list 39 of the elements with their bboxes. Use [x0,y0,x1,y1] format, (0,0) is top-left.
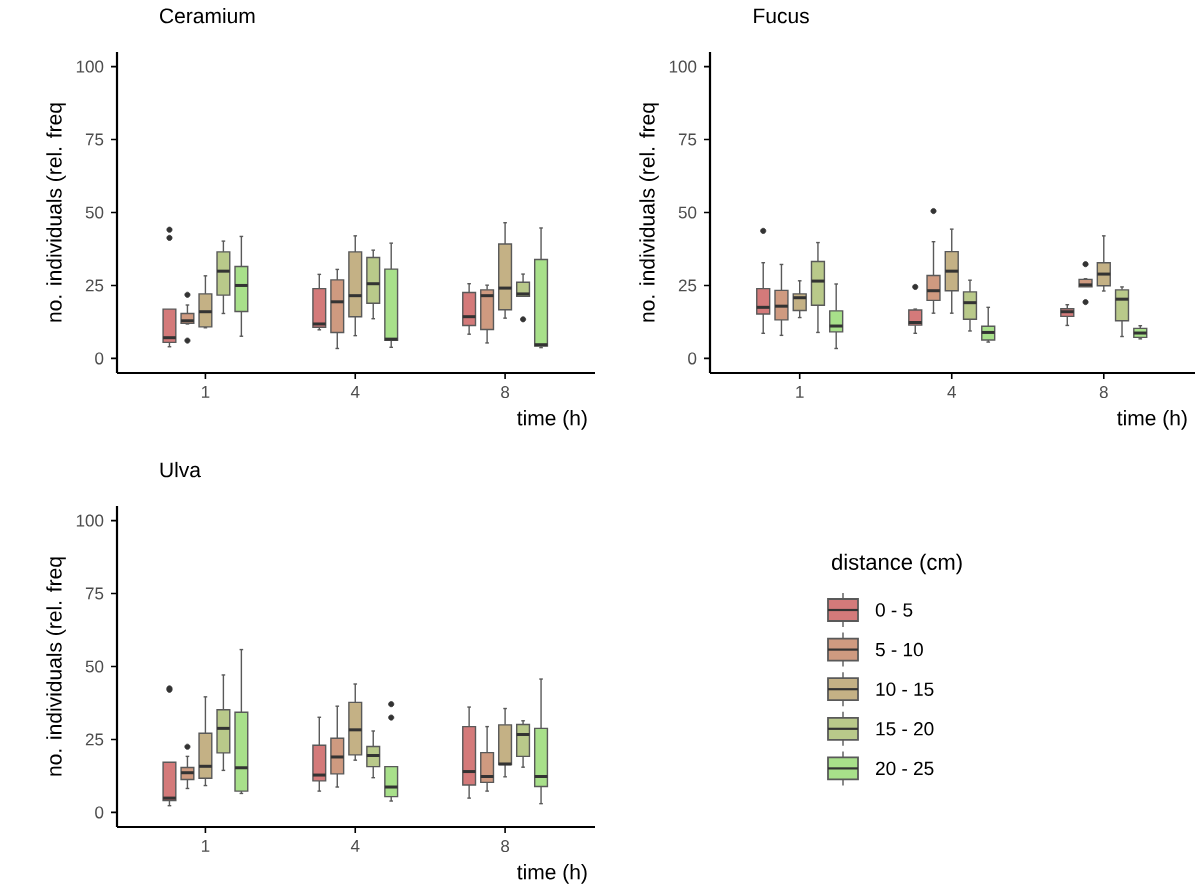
y-tick-label: 0 [95,806,104,819]
y-tick-label: 100 [76,60,104,73]
y-tick-label: 75 [85,587,104,600]
x-tick-label: 4 [350,840,360,852]
y-tick-label: 0 [95,352,104,365]
chart-title: Fucus [754,8,809,24]
y-tick-label: 50 [85,206,104,219]
y-tick-label: 50 [678,206,697,219]
y-tick-label: 100 [669,60,697,73]
legend-title: distance (cm) [831,553,962,575]
y-tick-label: 50 [85,660,104,673]
x-tick-label: 4 [350,386,360,398]
y-tick-label: 75 [678,133,697,146]
y-tick-label: 25 [85,733,104,746]
legend-label: 0 - 5 [875,603,913,617]
y-tick-label: 75 [85,133,104,146]
legend-label: 20 - 25 [876,761,934,776]
x-tick-label: 1 [201,386,210,398]
x-axis-title: time (h) [517,864,587,884]
legend-label: 10 - 15 [876,682,934,696]
x-axis-title: time (h) [517,410,587,430]
y-axis-title: no. individuals (rel. freq [46,103,66,322]
x-tick-label: 4 [947,386,956,398]
legend-label: 15 - 20 [876,722,934,736]
y-tick-label: 0 [688,352,697,365]
x-tick-label: 1 [796,386,804,398]
chart-title: Ulva [160,461,201,478]
y-tick-label: 25 [678,279,697,292]
y-axis-title: no. individuals (rel. freq [46,557,66,776]
x-axis-title: time (h) [1117,410,1187,430]
x-tick-label: 8 [501,840,510,853]
legend-label: 5 - 10 [875,642,923,657]
y-tick-label: 100 [76,514,104,527]
x-tick-label: 1 [201,840,210,852]
x-tick-label: 8 [1099,386,1108,399]
y-axis-title: no. individuals (rel. freq [639,103,659,322]
x-tick-label: 8 [501,386,510,399]
chart-title: Ceramium [160,7,255,24]
y-tick-label: 25 [85,279,104,292]
